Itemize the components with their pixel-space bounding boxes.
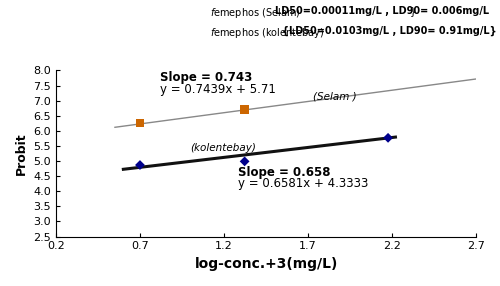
Point xyxy=(240,107,248,112)
Text: $\mathit{f}$emephos (kolentebay): $\mathit{f}$emephos (kolentebay) xyxy=(210,26,326,40)
Text: }: } xyxy=(410,6,416,16)
Text: y = 0.6581x + 4.3333: y = 0.6581x + 4.3333 xyxy=(238,177,368,190)
Text: (Selam ): (Selam ) xyxy=(313,91,357,101)
Point xyxy=(136,163,144,167)
Text: y = 0.7439x + 5.71: y = 0.7439x + 5.71 xyxy=(160,83,276,96)
Text: (kolentebay): (kolentebay) xyxy=(190,142,256,152)
Y-axis label: Probit: Probit xyxy=(15,132,28,175)
Point xyxy=(240,159,248,164)
Text: {LD50=0.0103mg/L , LD90= 0.91mg/L}: {LD50=0.0103mg/L , LD90= 0.91mg/L} xyxy=(282,26,497,36)
Text: Slope = 0.743: Slope = 0.743 xyxy=(160,71,252,84)
Point xyxy=(384,136,392,140)
X-axis label: log-conc.+3(mg/L): log-conc.+3(mg/L) xyxy=(194,257,338,271)
Text: Slope = 0.658: Slope = 0.658 xyxy=(238,166,330,178)
Text: LD50=0.00011mg/L , LD90= 0.006mg/L: LD50=0.00011mg/L , LD90= 0.006mg/L xyxy=(275,6,489,16)
Text: $\mathit{f}$emephos (Selam): $\mathit{f}$emephos (Selam) xyxy=(210,6,302,20)
Point xyxy=(136,121,144,126)
